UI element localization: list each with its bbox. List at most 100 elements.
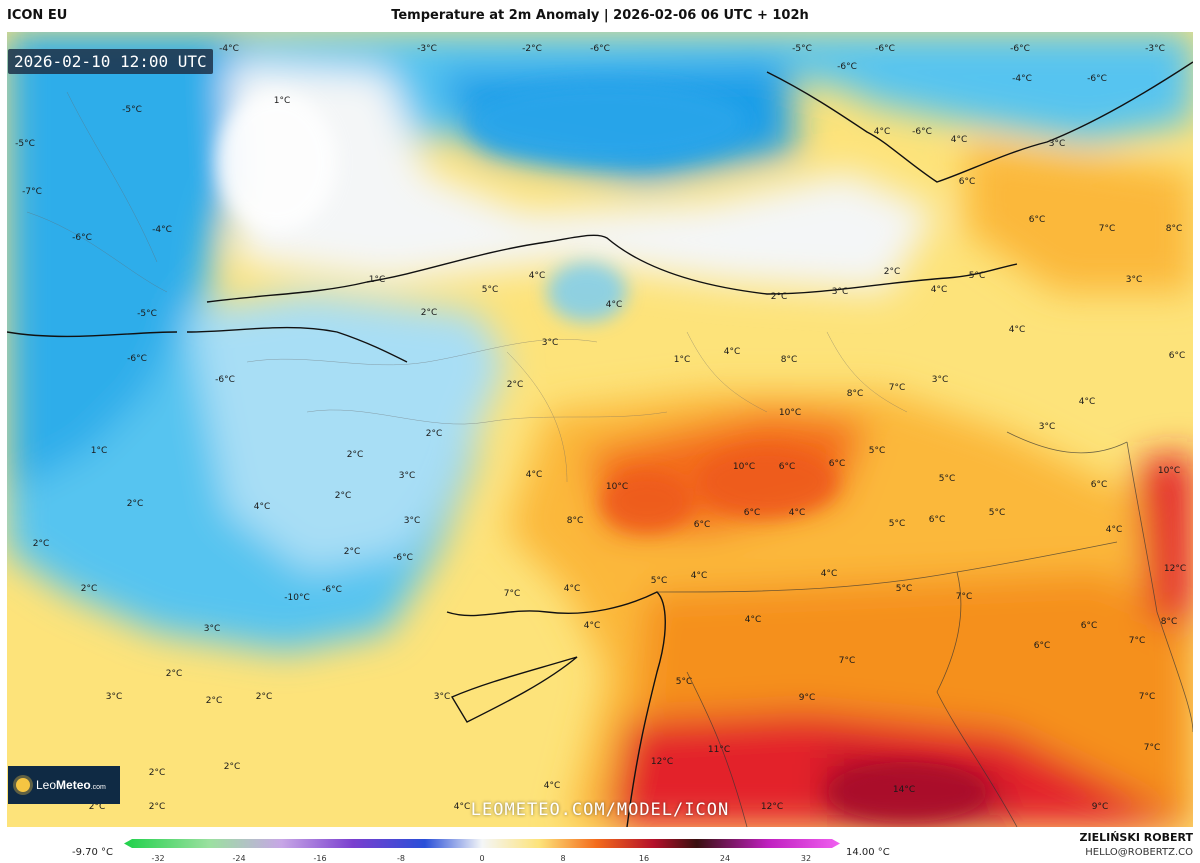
temperature-label: 4°C (744, 615, 762, 625)
color-scale-tick: -8 (397, 854, 405, 863)
temperature-label: 6°C (778, 462, 796, 472)
temperature-label: 2°C (126, 499, 144, 509)
temperature-label: -4°C (152, 225, 172, 235)
temperature-label: 2°C (334, 491, 352, 501)
color-scale-tick: 16 (638, 854, 650, 863)
temperature-label: 8°C (1165, 224, 1183, 234)
temperature-label: 6°C (928, 515, 946, 525)
temperature-label: 3°C (831, 287, 849, 297)
temperature-label: 12°C (760, 802, 784, 812)
temperature-label: 4°C (1105, 525, 1123, 535)
temperature-label: 2°C (32, 539, 50, 549)
temperature-label: 3°C (1048, 139, 1066, 149)
temperature-label: 5°C (938, 474, 956, 484)
temperature-label: 4°C (543, 781, 561, 791)
temperature-label: 6°C (958, 177, 976, 187)
temperature-label: 2°C (425, 429, 443, 439)
temperature-label: 5°C (675, 677, 693, 687)
temperature-label: 6°C (1033, 641, 1051, 651)
temperature-label: 7°C (1128, 636, 1146, 646)
logo-suffix: .com (90, 784, 106, 791)
temperature-label: 14°C (892, 785, 916, 795)
temperature-label: -6°C (912, 127, 932, 137)
temperature-label: 1°C (368, 275, 386, 285)
temperature-label: 8°C (1160, 617, 1178, 627)
temperature-label: 8°C (566, 516, 584, 526)
temperature-label: 2°C (165, 669, 183, 679)
header: ICON EU Temperature at 2m Anomaly | 2026… (0, 0, 1200, 32)
logo-prefix: Leo (36, 778, 57, 792)
temperature-label: 2°C (223, 762, 241, 772)
temperature-label: 3°C (105, 692, 123, 702)
temperature-label: 3°C (403, 516, 421, 526)
temperature-label: 4°C (1078, 397, 1096, 407)
temperature-label: 2°C (80, 584, 98, 594)
temperature-label: -6°C (837, 62, 857, 72)
scale-min-label: -9.70 °C (72, 847, 114, 858)
temperature-label: 7°C (888, 383, 906, 393)
temperature-label: 10°C (605, 482, 629, 492)
temperature-label: -6°C (72, 233, 92, 243)
color-scale-tick: 32 (800, 854, 812, 863)
temperature-label: 4°C (605, 300, 623, 310)
temperature-label: 4°C (528, 271, 546, 281)
temperature-label: -5°C (15, 139, 35, 149)
temperature-label: 4°C (930, 285, 948, 295)
author-name: ZIELIŃSKI ROBERT (1079, 831, 1193, 844)
temperature-label: 6°C (1028, 215, 1046, 225)
temperature-label: 2°C (770, 292, 788, 302)
map-panel[interactable]: -4°C -3°C -2°C -6°C -5°C -6°C -6°C -3°C 1°C -5°C -… (7, 32, 1193, 827)
temperature-label: 2°C (343, 547, 361, 557)
temperature-label: 2°C (506, 380, 524, 390)
temperature-label: 9°C (1091, 802, 1109, 812)
temperature-label: 6°C (1090, 480, 1108, 490)
temperature-label: 1°C (673, 355, 691, 365)
temperature-label: 4°C (723, 347, 741, 357)
temperature-label: 6°C (743, 508, 761, 518)
temperature-label: -6°C (875, 44, 895, 54)
temperature-label: 5°C (868, 446, 886, 456)
model-name: ICON EU (7, 8, 68, 23)
temperature-label: 5°C (650, 576, 668, 586)
temperature-label: 4°C (873, 127, 891, 137)
temperature-label: 2°C (883, 267, 901, 277)
temperature-label: -5°C (792, 44, 812, 54)
temperature-label: 3°C (541, 338, 559, 348)
temperature-label: 7°C (955, 592, 973, 602)
temperature-label: -3°C (417, 44, 437, 54)
temperature-label: 7°C (1138, 692, 1156, 702)
color-scale-tick: -24 (232, 854, 246, 863)
temperature-label: 11°C (707, 745, 731, 755)
color-scale-tick: 8 (560, 854, 566, 863)
temperature-label: -3°C (1145, 44, 1165, 54)
temperature-label: 7°C (838, 656, 856, 666)
temperature-label: 9°C (798, 693, 816, 703)
color-scale-tick: 0 (479, 854, 485, 863)
temperature-label: 12°C (650, 757, 674, 767)
temperature-label: 4°C (253, 502, 271, 512)
logo-text: LeoMeteo.com (36, 778, 106, 792)
watermark: LEOMETEO.COM/MODEL/ICON (470, 800, 730, 820)
color-scale-tick: 24 (719, 854, 731, 863)
temperature-label: 4°C (950, 135, 968, 145)
temperature-label: -5°C (122, 105, 142, 115)
sun-icon (16, 778, 30, 792)
temperature-label: -10°C (284, 593, 310, 603)
temperature-label: 2°C (148, 768, 166, 778)
temperature-label: 8°C (846, 389, 864, 399)
temperature-label: 7°C (1143, 743, 1161, 753)
temperature-label: 3°C (203, 624, 221, 634)
temperature-label: 5°C (888, 519, 906, 529)
temperature-label: -6°C (1010, 44, 1030, 54)
temperature-label: -6°C (590, 44, 610, 54)
temperature-label: 2°C (205, 696, 223, 706)
temperature-label: 3°C (931, 375, 949, 385)
leometeo-logo[interactable]: LeoMeteo.com (8, 766, 120, 804)
scale-max-label: 14.00 °C (846, 847, 890, 858)
temperature-label: 2°C (255, 692, 273, 702)
temperature-label: 5°C (481, 285, 499, 295)
temperature-label: 5°C (895, 584, 913, 594)
temperature-label: 6°C (1168, 351, 1186, 361)
valid-time-badge: 2026-02-10 12:00 UTC (8, 49, 213, 74)
footer: -9.70 °C -32 -24 -16 -8 0 8 16 24 32 14.00 °C ZI… (0, 827, 1200, 863)
